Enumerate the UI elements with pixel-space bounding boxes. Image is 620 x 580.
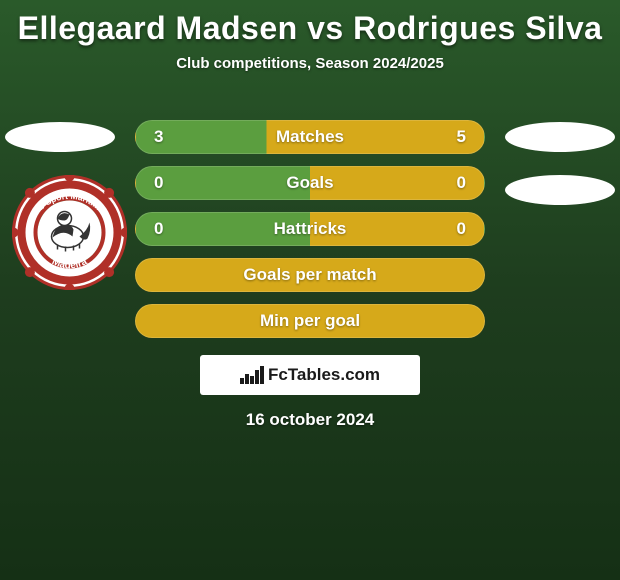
club-badge: b Sport Marítim Madeira: [12, 175, 127, 290]
chart-icon: [240, 366, 262, 384]
stat-value-left: 0: [154, 219, 174, 239]
player-placeholder-right-2: [505, 175, 615, 205]
player-placeholder-left: [5, 122, 115, 152]
date-text: 16 october 2024: [0, 410, 620, 430]
stat-row: Min per goal: [135, 304, 485, 338]
page-title: Ellegaard Madsen vs Rodrigues Silva: [0, 10, 620, 47]
club-badge-svg: b Sport Marítim Madeira: [12, 175, 127, 290]
stat-value-right: 5: [446, 127, 466, 147]
stat-row: 3Matches5: [135, 120, 485, 154]
stat-label: Goals per match: [174, 265, 446, 285]
header: Ellegaard Madsen vs Rodrigues Silva Club…: [0, 0, 620, 80]
stat-label: Hattricks: [174, 219, 446, 239]
branding-box[interactable]: FcTables.com: [200, 355, 420, 395]
branding-text: FcTables.com: [268, 365, 380, 385]
page-subtitle: Club competitions, Season 2024/2025: [0, 55, 620, 72]
stat-label: Goals: [174, 173, 446, 193]
stat-row: Goals per match: [135, 258, 485, 292]
stat-value-right: 0: [446, 173, 466, 193]
stat-row: 0Goals0: [135, 166, 485, 200]
player-placeholder-right-1: [505, 122, 615, 152]
stat-value-left: 0: [154, 173, 174, 193]
stat-label: Min per goal: [174, 311, 446, 331]
stat-label: Matches: [174, 127, 446, 147]
stat-value-right: 0: [446, 219, 466, 239]
stat-row: 0Hattricks0: [135, 212, 485, 246]
stat-value-left: 3: [154, 127, 174, 147]
stat-rows: 3Matches50Goals00Hattricks0Goals per mat…: [135, 120, 485, 350]
